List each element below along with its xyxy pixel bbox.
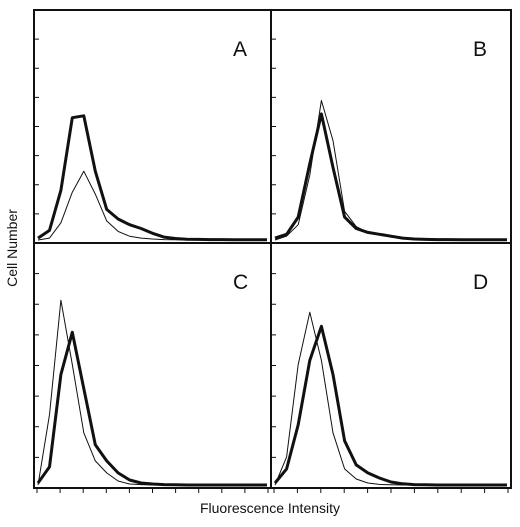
histogram-series-thick	[273, 324, 507, 487]
panel-b: B	[270, 9, 512, 244]
panel-label: C	[233, 271, 248, 294]
histogram-series-thin	[274, 311, 507, 486]
panel-a: A	[33, 9, 272, 244]
histogram-series-thin	[37, 299, 267, 486]
x-axis-title: Fluorescence Intensity	[200, 500, 340, 516]
panel-d: D	[270, 242, 512, 493]
panels-group: A B C D	[33, 9, 512, 493]
histogram-series-thin	[274, 100, 507, 241]
histogram-series-thick	[36, 330, 267, 487]
histogram-series-thick	[37, 114, 267, 242]
panel-label: B	[473, 38, 487, 61]
y-axis-title: Cell Number	[4, 209, 20, 287]
panel-label: D	[473, 271, 488, 294]
histogram-series-thin	[37, 170, 267, 241]
panel-c: C	[33, 242, 272, 493]
panel-label: A	[233, 38, 247, 61]
